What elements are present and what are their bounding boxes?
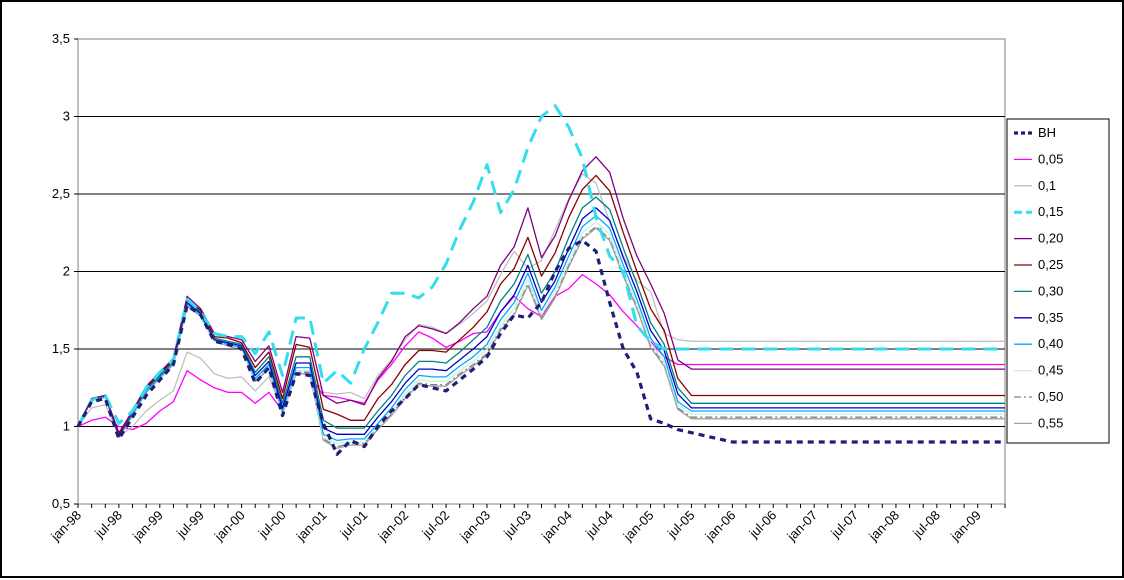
legend: BH 0,05 0,1 0,15 0,20 0,25 0,30 0,35 0,40 0,45 0,5… <box>1006 118 1110 444</box>
x-tick-label: jul-00 <box>255 508 289 542</box>
series-line-6 <box>77 196 1005 435</box>
x-tick-label: jul-02 <box>418 508 452 542</box>
x-tick-label: jan-98 <box>47 508 84 545</box>
legend-label: 0,25 <box>1038 257 1063 272</box>
legend-label: 0,20 <box>1038 231 1063 246</box>
y-tick-label: 3,5 <box>52 31 70 46</box>
series-line-0 <box>76 238 1005 456</box>
x-tick-label: jul-05 <box>664 508 698 542</box>
y-tick-label: 2,5 <box>52 186 70 201</box>
legend-label: 0,40 <box>1038 336 1063 351</box>
legend-label: 0,05 <box>1038 151 1063 166</box>
series-line-3 <box>76 104 1005 428</box>
series-line-2 <box>77 173 1005 437</box>
x-tick-label: jan-04 <box>538 508 575 545</box>
y-tick-label: 1 <box>63 419 70 434</box>
series-line-11 <box>77 227 1005 449</box>
x-tick-label: jul-06 <box>746 508 780 542</box>
x-tick-label: jul-04 <box>582 508 616 542</box>
y-tick-label: 1,5 <box>52 341 70 356</box>
legend-box <box>1006 118 1110 444</box>
series-line-7 <box>77 207 1005 437</box>
series-lines <box>76 104 1005 456</box>
legend-label: 0,1 <box>1038 178 1056 193</box>
x-tick-label: jan-05 <box>620 508 657 545</box>
y-tick-label: 3 <box>63 109 70 124</box>
x-tick-label: jan-99 <box>129 508 166 545</box>
x-tick-label: jan-06 <box>702 508 739 545</box>
legend-label: BH <box>1038 125 1056 140</box>
y-tick-label: 2 <box>63 264 70 279</box>
series-line-5 <box>77 174 1005 435</box>
legend-label: 0,50 <box>1038 389 1063 404</box>
x-tick-label: jan-09 <box>947 508 984 545</box>
x-tick-label: jul-07 <box>827 508 861 542</box>
legend-label: 0,55 <box>1038 415 1063 430</box>
x-axis-ticks: jan-98 jul-98 jan-99 jul-99 jan-00 jul-00 jan-… <box>47 504 1006 545</box>
legend-label: 0,45 <box>1038 363 1063 378</box>
x-tick-label: jul-01 <box>337 508 371 542</box>
series-line-4 <box>77 156 1005 434</box>
x-tick-label: jul-99 <box>173 508 207 542</box>
legend-label: 0,30 <box>1038 283 1063 298</box>
legend-label: 0,15 <box>1038 204 1063 219</box>
x-tick-label: jul-98 <box>91 508 125 542</box>
x-tick-label: jul-03 <box>500 508 534 542</box>
x-tick-label: jul-08 <box>909 508 943 542</box>
y-axis-ticks: 0,5 1 1,5 2 2,5 3 3,5 <box>52 31 78 511</box>
x-tick-label: jan-00 <box>211 508 248 545</box>
y-tick-label: 0,5 <box>52 496 70 511</box>
x-tick-label: jan-02 <box>374 508 411 545</box>
x-tick-label: jan-08 <box>865 508 902 545</box>
legend-label: 0,35 <box>1038 310 1063 325</box>
x-tick-label: jan-03 <box>456 508 493 545</box>
x-tick-label: jan-07 <box>783 508 820 545</box>
x-tick-label: jan-01 <box>293 508 330 545</box>
